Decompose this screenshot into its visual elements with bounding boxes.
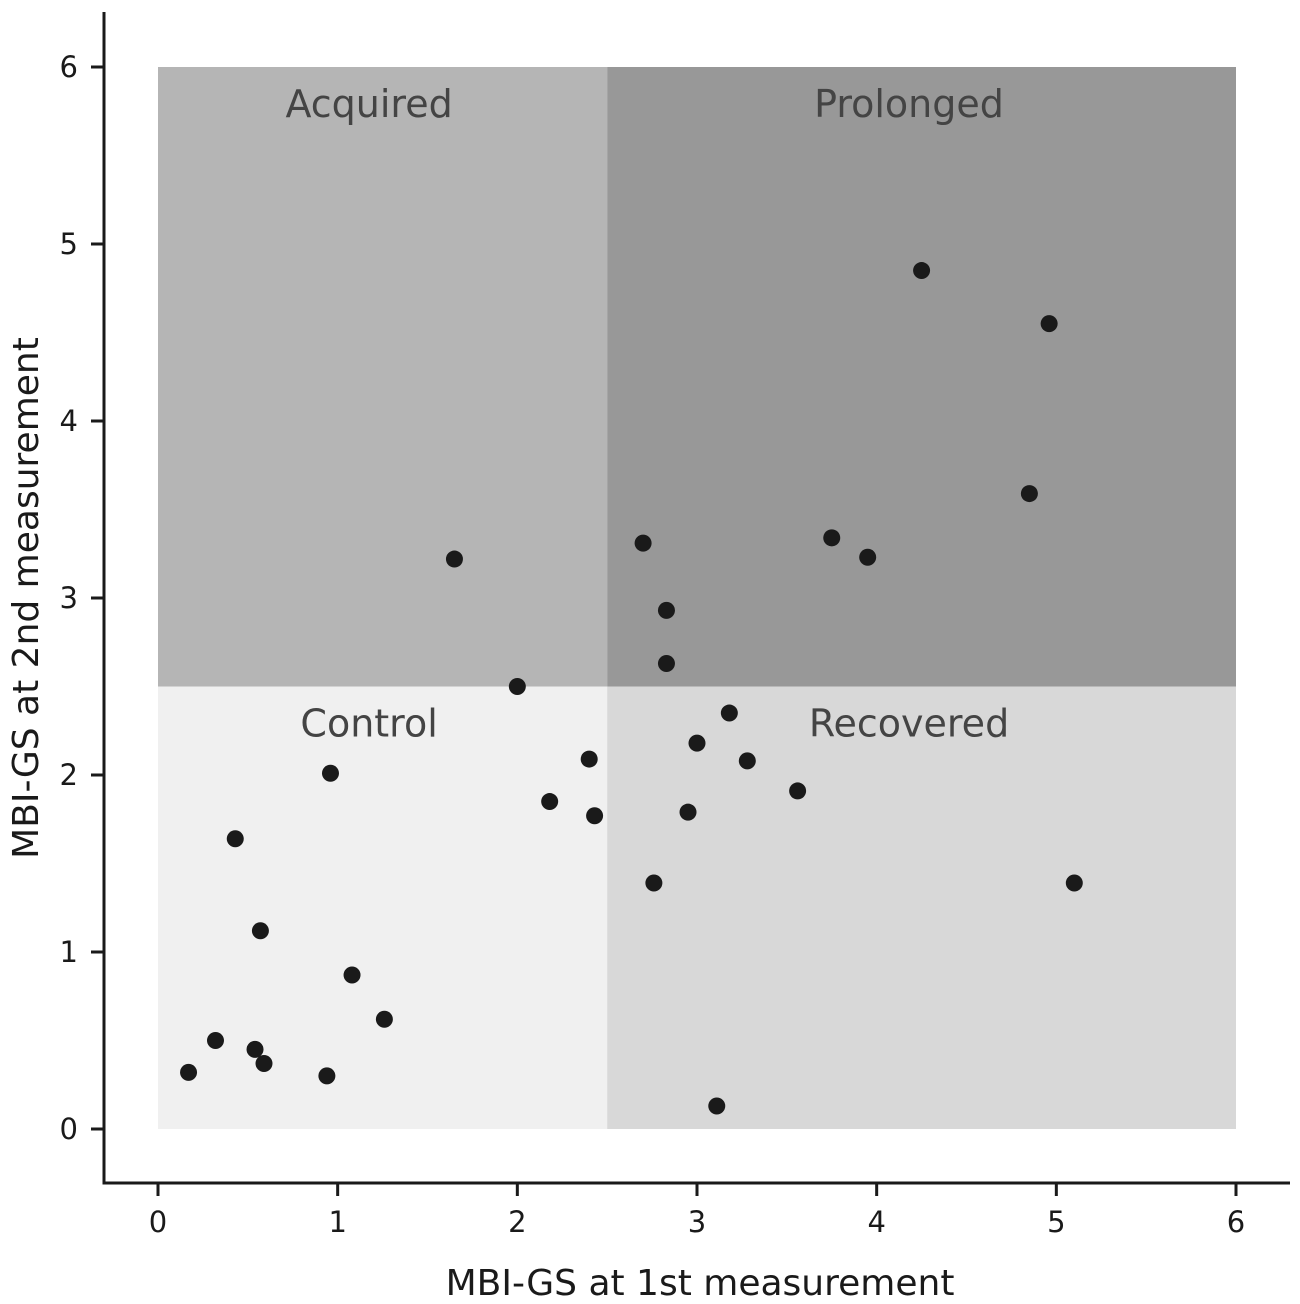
data-point bbox=[634, 534, 652, 552]
y-tick-label: 2 bbox=[60, 758, 78, 792]
data-point bbox=[720, 704, 738, 722]
data-point bbox=[580, 750, 598, 768]
data-point bbox=[375, 1010, 393, 1028]
data-point bbox=[321, 764, 339, 782]
data-point bbox=[541, 793, 559, 811]
data-point bbox=[859, 548, 877, 566]
data-point bbox=[1020, 485, 1038, 503]
data-point bbox=[823, 529, 841, 547]
region-prolonged bbox=[607, 67, 1236, 687]
y-tick-label: 1 bbox=[60, 935, 78, 969]
x-axis-ticks: 0 1 2 3 4 5 6 bbox=[149, 1183, 1245, 1239]
data-point bbox=[657, 601, 675, 619]
data-point bbox=[226, 830, 244, 848]
x-tick-label: 0 bbox=[149, 1205, 167, 1239]
data-point bbox=[206, 1032, 224, 1049]
data-point bbox=[343, 966, 361, 984]
y-tick-label: 3 bbox=[60, 581, 78, 615]
data-point bbox=[508, 678, 526, 695]
region-labels: Acquired Prolonged Control Recovered bbox=[285, 82, 1009, 746]
region-recovered bbox=[607, 686, 1236, 1129]
data-point bbox=[586, 807, 604, 825]
x-tick-label: 2 bbox=[508, 1205, 526, 1239]
x-axis-title: MBI-GS at 1st measurement bbox=[446, 1263, 955, 1304]
region-label-control: Control bbox=[300, 702, 437, 746]
data-point bbox=[657, 654, 675, 672]
data-point bbox=[789, 782, 807, 800]
x-tick-label: 5 bbox=[1047, 1205, 1065, 1239]
data-point bbox=[251, 922, 269, 940]
y-axis-ticks: 0 1 2 3 4 5 6 bbox=[60, 50, 104, 1146]
x-tick-label: 3 bbox=[688, 1205, 706, 1239]
x-tick-label: 4 bbox=[867, 1205, 885, 1239]
data-point bbox=[688, 734, 706, 752]
data-point bbox=[913, 262, 931, 280]
y-tick-label: 5 bbox=[60, 227, 78, 261]
y-tick-label: 6 bbox=[60, 50, 78, 84]
data-point bbox=[645, 874, 663, 892]
region-label-recovered: Recovered bbox=[809, 702, 1009, 746]
region-label-acquired: Acquired bbox=[285, 82, 452, 126]
data-point bbox=[708, 1097, 726, 1115]
data-point bbox=[246, 1040, 264, 1058]
data-point bbox=[679, 803, 697, 821]
region-label-prolonged: Prolonged bbox=[814, 82, 1004, 126]
data-points bbox=[180, 262, 1083, 1115]
data-point bbox=[445, 550, 463, 568]
data-point bbox=[738, 752, 756, 770]
data-point bbox=[180, 1063, 198, 1081]
region-acquired bbox=[158, 67, 608, 687]
data-point bbox=[318, 1067, 336, 1085]
data-point bbox=[1065, 874, 1083, 892]
x-tick-label: 1 bbox=[328, 1205, 346, 1239]
region-backgrounds bbox=[158, 67, 1236, 1129]
x-tick-label: 6 bbox=[1227, 1205, 1245, 1239]
y-axis-title: MBI-GS at 2nd measurement bbox=[6, 337, 47, 859]
region-control bbox=[158, 686, 608, 1129]
data-point bbox=[255, 1055, 273, 1073]
y-tick-label: 4 bbox=[60, 404, 78, 438]
y-tick-label: 0 bbox=[60, 1112, 78, 1146]
data-point bbox=[1040, 315, 1058, 333]
